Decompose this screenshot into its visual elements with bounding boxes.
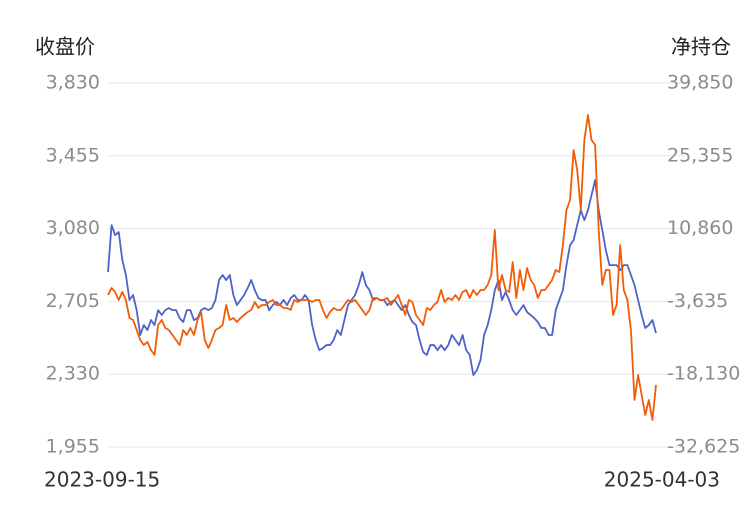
y-tick-label: 1,955 xyxy=(46,436,100,458)
y-tick-label: 3,455 xyxy=(46,144,100,166)
y2-tick-label: -3,635 xyxy=(667,290,728,312)
y-tick-label: 3,830 xyxy=(46,72,100,94)
series-line xyxy=(107,179,657,376)
y2-tick-label: 10,860 xyxy=(667,217,733,239)
y-tick-label: 3,080 xyxy=(46,217,100,239)
y-axis-title: 收盘价 xyxy=(35,35,95,59)
y2-tick-label: -18,130 xyxy=(667,363,740,385)
y2-tick-label: -32,625 xyxy=(667,436,740,458)
y2-axis-title: 净持仓 xyxy=(671,35,731,59)
y-tick-label: 2,330 xyxy=(46,363,100,385)
y2-tick-label: 39,850 xyxy=(667,72,733,94)
x-tick-label: 2025-04-03 xyxy=(604,468,720,492)
x-tick-label: 2023-09-15 xyxy=(44,468,160,492)
y-tick-label: 2,705 xyxy=(46,290,100,312)
series-line xyxy=(107,114,657,421)
y2-tick-label: 25,355 xyxy=(667,144,733,166)
